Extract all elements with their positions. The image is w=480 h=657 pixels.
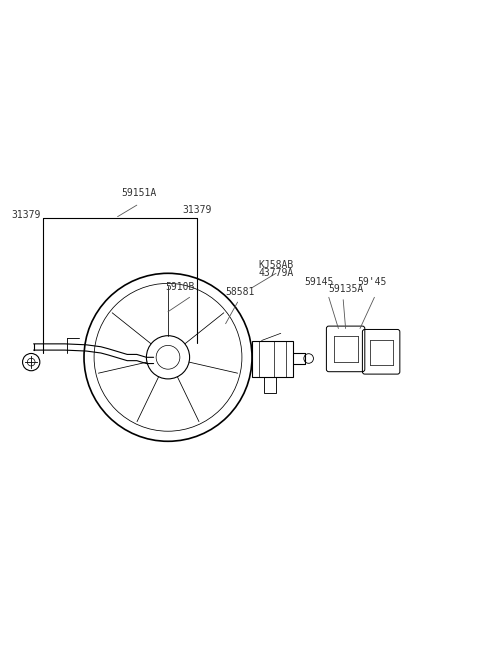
Text: 43779A: 43779A xyxy=(258,267,294,278)
Text: 59135A: 59135A xyxy=(328,284,363,294)
Bar xyxy=(252,340,293,376)
Text: 59145: 59145 xyxy=(304,277,334,287)
Text: 59'45: 59'45 xyxy=(357,277,387,287)
Text: 58581: 58581 xyxy=(225,287,255,297)
Bar xyxy=(264,376,276,394)
Text: 31379: 31379 xyxy=(182,205,212,215)
Text: 5910B: 5910B xyxy=(165,282,195,292)
Text: 31379: 31379 xyxy=(12,210,41,220)
Text: 59151A: 59151A xyxy=(121,189,157,198)
Text: KJ58AB: KJ58AB xyxy=(258,260,294,271)
